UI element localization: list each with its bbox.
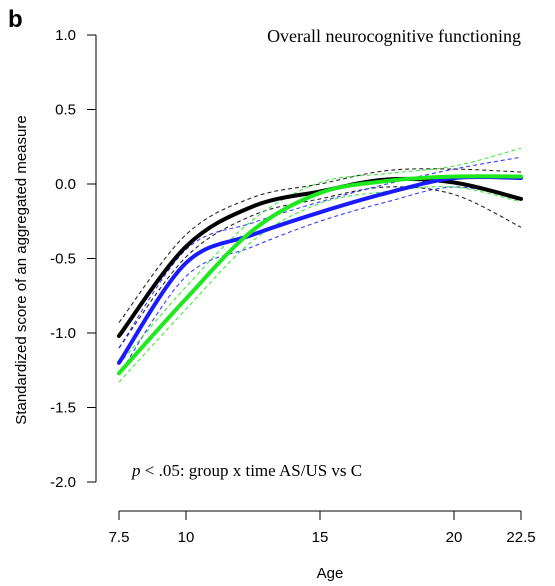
annotation-rest: < .05: group x time AS/US vs C bbox=[141, 461, 363, 480]
x-tick-label: 10 bbox=[178, 529, 195, 546]
y-tick-label: 0.5 bbox=[55, 102, 76, 119]
y-axis-title: Standardized score of an aggregated meas… bbox=[13, 115, 30, 424]
series-1-line bbox=[117, 174, 523, 365]
x-axis: 7.5 10 15 20 22.5 bbox=[109, 510, 536, 546]
x-tick-label: 22.5 bbox=[506, 529, 535, 546]
x-tick-label: 20 bbox=[446, 529, 463, 546]
series-1-ci-upper bbox=[118, 156, 522, 349]
y-tick-label: 1.0 bbox=[55, 27, 76, 44]
y-tick-label: -2.0 bbox=[50, 474, 76, 491]
x-axis-title: Age bbox=[317, 565, 344, 582]
y-tick-label: 0.0 bbox=[55, 176, 76, 193]
significance-annotation: p < .05: group x time AS/US vs C bbox=[131, 461, 362, 480]
y-tick-label: -1.0 bbox=[50, 325, 76, 342]
annotation-p: p bbox=[131, 461, 141, 480]
x-tick-label: 15 bbox=[312, 529, 329, 546]
y-tick-label: -0.5 bbox=[50, 251, 76, 268]
series-0-line bbox=[117, 176, 523, 338]
x-tick-label: 7.5 bbox=[109, 529, 130, 546]
series-2-line bbox=[117, 174, 523, 376]
series-1-ci-lower bbox=[118, 186, 522, 376]
series-2-ci-lower bbox=[118, 185, 522, 383]
series-0-ci-lower bbox=[118, 186, 522, 349]
y-axis: 1.0 0.5 0.0 -0.5 -1.0 -1.5 -2.0 bbox=[50, 27, 97, 491]
plot-area bbox=[117, 147, 523, 383]
series-2-ci-upper bbox=[118, 147, 522, 365]
y-tick-label: -1.5 bbox=[50, 400, 76, 417]
panel-label: b bbox=[8, 6, 23, 33]
chart-title: Overall neurocognitive functioning bbox=[267, 26, 521, 46]
